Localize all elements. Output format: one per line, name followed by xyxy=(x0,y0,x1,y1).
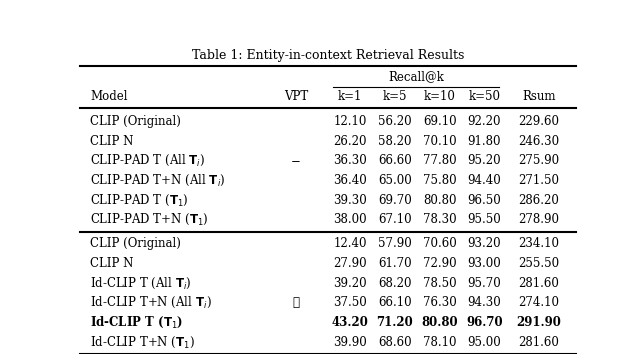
Text: 80.80: 80.80 xyxy=(421,316,458,329)
Text: 68.20: 68.20 xyxy=(378,277,412,290)
Text: 12.10: 12.10 xyxy=(333,115,367,128)
Text: Recall@k: Recall@k xyxy=(388,70,444,83)
Text: −: − xyxy=(291,154,301,167)
Text: 291.90: 291.90 xyxy=(516,316,561,329)
Text: 281.60: 281.60 xyxy=(518,336,559,349)
Text: Id-CLIP T (All $\mathbf{T}_i$): Id-CLIP T (All $\mathbf{T}_i$) xyxy=(90,276,191,291)
Text: 56.20: 56.20 xyxy=(378,115,412,128)
Text: CLIP-PAD T ($\mathbf{T}_1$): CLIP-PAD T ($\mathbf{T}_1$) xyxy=(90,193,188,208)
Text: 76.30: 76.30 xyxy=(423,296,456,309)
Text: k=1: k=1 xyxy=(338,91,362,103)
Text: 286.20: 286.20 xyxy=(518,194,559,206)
Text: 70.60: 70.60 xyxy=(423,238,456,251)
Text: 274.10: 274.10 xyxy=(518,296,559,309)
Text: 38.00: 38.00 xyxy=(333,213,367,226)
Text: 93.00: 93.00 xyxy=(467,257,501,270)
Text: 234.10: 234.10 xyxy=(518,238,559,251)
Text: CLIP N: CLIP N xyxy=(90,257,133,270)
Text: 68.60: 68.60 xyxy=(378,336,412,349)
Text: 95.50: 95.50 xyxy=(467,213,501,226)
Text: 91.80: 91.80 xyxy=(467,135,501,148)
Text: CLIP N: CLIP N xyxy=(90,135,133,148)
Text: 66.60: 66.60 xyxy=(378,154,412,167)
Text: k=5: k=5 xyxy=(383,91,407,103)
Text: ✓: ✓ xyxy=(292,296,300,309)
Text: Id-CLIP T+N ($\mathbf{T}_1$): Id-CLIP T+N ($\mathbf{T}_1$) xyxy=(90,335,195,350)
Text: 255.50: 255.50 xyxy=(518,257,559,270)
Text: VPT: VPT xyxy=(284,91,308,103)
Text: 78.50: 78.50 xyxy=(423,277,456,290)
Text: Rsum: Rsum xyxy=(522,91,556,103)
Text: 95.70: 95.70 xyxy=(467,277,501,290)
Text: CLIP (Original): CLIP (Original) xyxy=(90,238,180,251)
Text: Model: Model xyxy=(90,91,127,103)
Text: 58.20: 58.20 xyxy=(378,135,412,148)
Text: Id-CLIP T+N (All $\mathbf{T}_i$): Id-CLIP T+N (All $\mathbf{T}_i$) xyxy=(90,295,212,310)
Text: 246.30: 246.30 xyxy=(518,135,559,148)
Text: 66.10: 66.10 xyxy=(378,296,412,309)
Text: 36.30: 36.30 xyxy=(333,154,367,167)
Text: 80.80: 80.80 xyxy=(423,194,456,206)
Text: CLIP-PAD T+N ($\mathbf{T}_1$): CLIP-PAD T+N ($\mathbf{T}_1$) xyxy=(90,212,209,227)
Text: 271.50: 271.50 xyxy=(518,174,559,187)
Text: Table 1: Entity-in-context Retrieval Results: Table 1: Entity-in-context Retrieval Res… xyxy=(192,49,464,62)
Text: 96.50: 96.50 xyxy=(467,194,501,206)
Text: 78.30: 78.30 xyxy=(423,213,456,226)
Text: 12.40: 12.40 xyxy=(333,238,367,251)
Text: CLIP-PAD T (All $\mathbf{T}_i$): CLIP-PAD T (All $\mathbf{T}_i$) xyxy=(90,153,205,169)
Text: 39.30: 39.30 xyxy=(333,194,367,206)
Text: 75.80: 75.80 xyxy=(423,174,456,187)
Text: 57.90: 57.90 xyxy=(378,238,412,251)
Text: 37.50: 37.50 xyxy=(333,296,367,309)
Text: CLIP-PAD T+N (All $\mathbf{T}_i$): CLIP-PAD T+N (All $\mathbf{T}_i$) xyxy=(90,173,225,188)
Text: 229.60: 229.60 xyxy=(518,115,559,128)
Text: 78.10: 78.10 xyxy=(423,336,456,349)
Text: 92.20: 92.20 xyxy=(467,115,501,128)
Text: 43.20: 43.20 xyxy=(332,316,369,329)
Text: 275.90: 275.90 xyxy=(518,154,559,167)
Text: CLIP (Original): CLIP (Original) xyxy=(90,115,180,128)
Text: 39.90: 39.90 xyxy=(333,336,367,349)
Text: 72.90: 72.90 xyxy=(423,257,456,270)
Text: Id-CLIP T ($\mathbf{T}_1$): Id-CLIP T ($\mathbf{T}_1$) xyxy=(90,315,183,330)
Text: 93.20: 93.20 xyxy=(467,238,501,251)
Text: 67.10: 67.10 xyxy=(378,213,412,226)
Text: k=10: k=10 xyxy=(424,91,456,103)
Text: 65.00: 65.00 xyxy=(378,174,412,187)
Text: 281.60: 281.60 xyxy=(518,277,559,290)
Text: 95.00: 95.00 xyxy=(467,336,501,349)
Text: 26.20: 26.20 xyxy=(333,135,367,148)
Text: 39.20: 39.20 xyxy=(333,277,367,290)
Text: 94.30: 94.30 xyxy=(467,296,501,309)
Text: 69.10: 69.10 xyxy=(423,115,456,128)
Text: 69.70: 69.70 xyxy=(378,194,412,206)
Text: 278.90: 278.90 xyxy=(518,213,559,226)
Text: 36.40: 36.40 xyxy=(333,174,367,187)
Text: 27.90: 27.90 xyxy=(333,257,367,270)
Text: 77.80: 77.80 xyxy=(423,154,456,167)
Text: 71.20: 71.20 xyxy=(376,316,413,329)
Text: 61.70: 61.70 xyxy=(378,257,412,270)
Text: 94.40: 94.40 xyxy=(467,174,501,187)
Text: 95.20: 95.20 xyxy=(467,154,501,167)
Text: k=50: k=50 xyxy=(468,91,500,103)
Text: 70.10: 70.10 xyxy=(423,135,456,148)
Text: 96.70: 96.70 xyxy=(466,316,502,329)
